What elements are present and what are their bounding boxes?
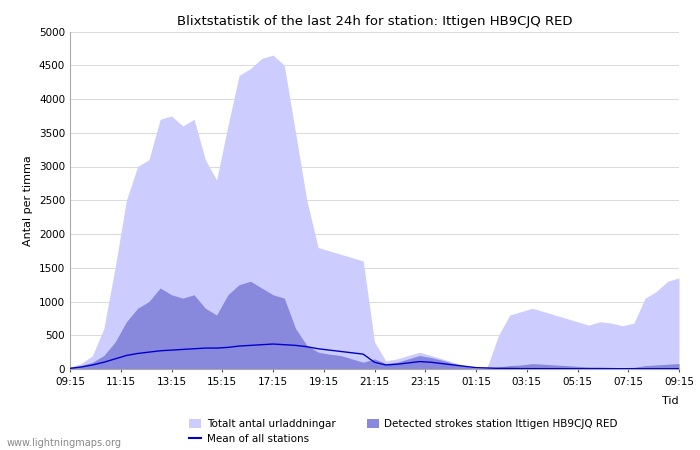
Title: Blixtstatistik of the last 24h for station: Ittigen HB9CJQ RED: Blixtstatistik of the last 24h for stati… bbox=[176, 14, 573, 27]
Text: Tid: Tid bbox=[662, 396, 679, 406]
Text: www.lightningmaps.org: www.lightningmaps.org bbox=[7, 438, 122, 448]
Legend: Totalt antal urladdningar, Mean of all stations, Detected strokes station Ittige: Totalt antal urladdningar, Mean of all s… bbox=[185, 415, 622, 448]
Y-axis label: Antal per timma: Antal per timma bbox=[23, 155, 34, 246]
